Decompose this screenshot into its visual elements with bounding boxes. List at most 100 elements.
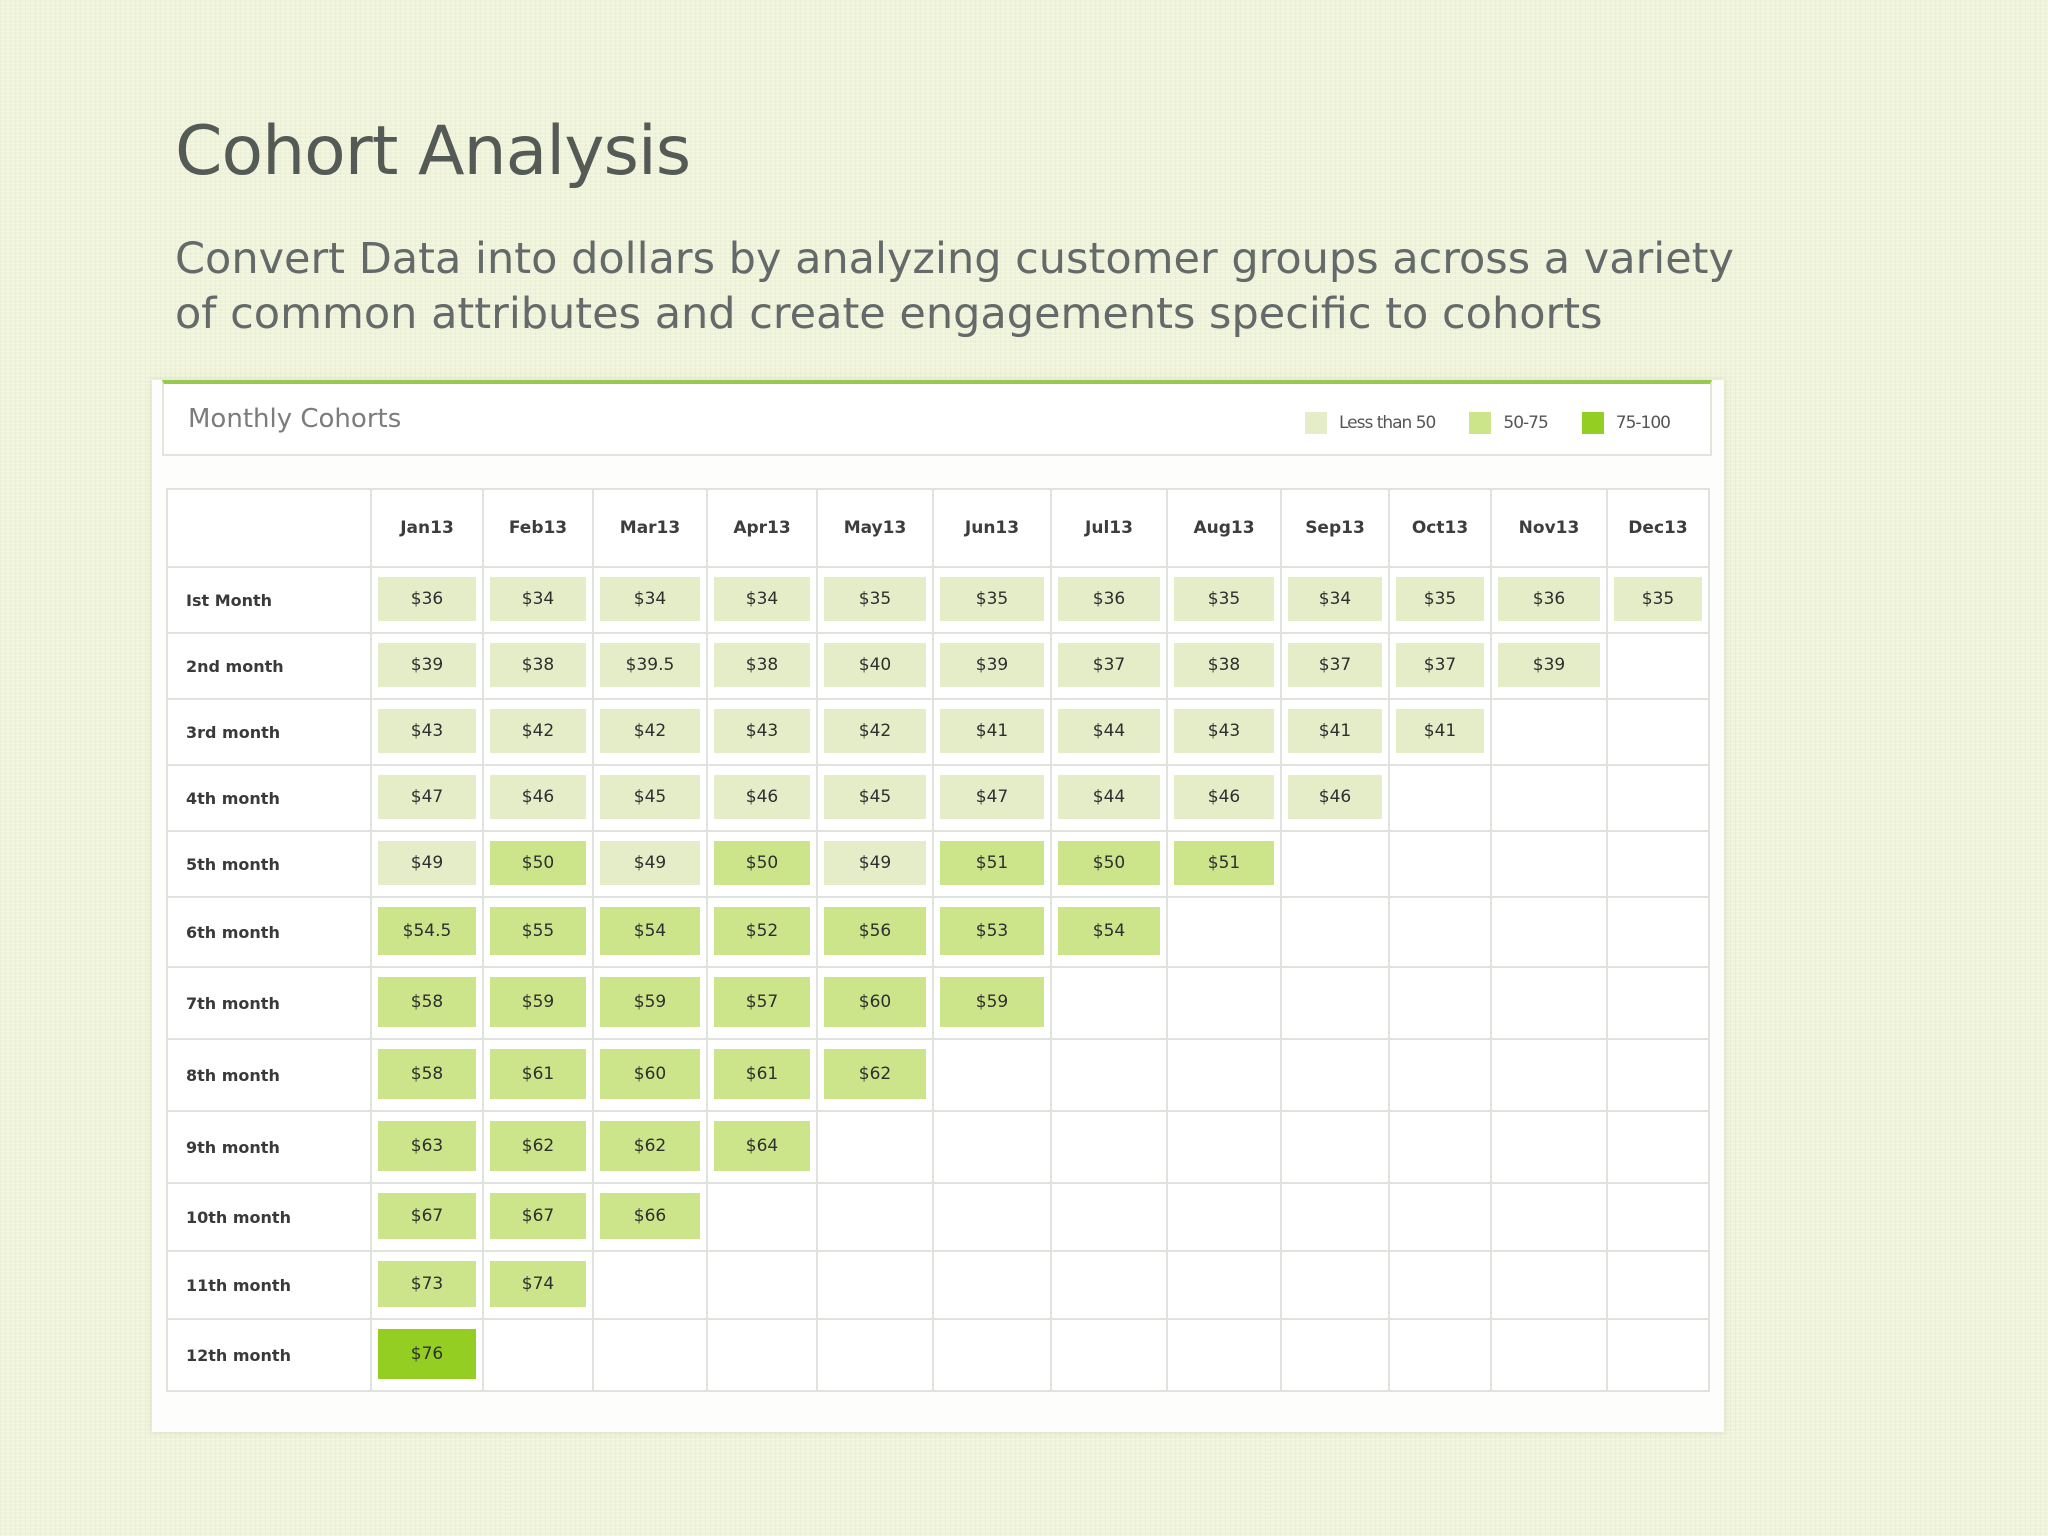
table-cell: [1050, 1182, 1168, 1252]
table-cell: $46: [1280, 764, 1390, 832]
cohort-value: $37: [1058, 643, 1160, 687]
cohort-value: $35: [1174, 577, 1274, 621]
row-label: 9th month: [166, 1110, 372, 1184]
table-cell: [1050, 1038, 1168, 1112]
table-cell: $53: [932, 896, 1052, 968]
table-cell: $62: [482, 1110, 594, 1184]
table-cell: [1388, 764, 1492, 832]
table-row: 9th month $63 $62 $62 $64: [166, 1110, 1710, 1184]
cohort-value: $64: [714, 1121, 810, 1171]
cohort-value: $36: [1058, 577, 1160, 621]
table-cell: $49: [592, 830, 708, 898]
table-cell: $38: [1166, 632, 1282, 700]
table-cell: $58: [370, 1038, 484, 1112]
cohort-table: Jan13 Feb13 Mar13 Apr13 May13 Jun13 Jul13 Aug13…: [166, 488, 1710, 1392]
table-cell: $39: [370, 632, 484, 700]
table-cell: $43: [1166, 698, 1282, 766]
table-cell: [1166, 1318, 1282, 1392]
table-cell: [1050, 966, 1168, 1040]
table-cell: [592, 1318, 708, 1392]
table-cell: [1606, 632, 1710, 700]
cohort-value: $49: [378, 841, 476, 885]
table-cell: $41: [1388, 698, 1492, 766]
table-cell: [1606, 698, 1710, 766]
cohort-value: $51: [1174, 841, 1274, 885]
cohort-value: $54: [1058, 907, 1160, 955]
cohort-value: $35: [940, 577, 1044, 621]
table-cell: [1490, 830, 1608, 898]
cohort-value: $50: [1058, 841, 1160, 885]
table-cell: $42: [482, 698, 594, 766]
table-cell: $67: [370, 1182, 484, 1252]
table-cell: [1166, 1038, 1282, 1112]
cohort-value: $58: [378, 977, 476, 1027]
table-cell: [1606, 1110, 1710, 1184]
table-cell: $54: [592, 896, 708, 968]
table-cell: $62: [816, 1038, 934, 1112]
corner-cell: [166, 488, 372, 568]
table-cell: $64: [706, 1110, 818, 1184]
table-cell: [1490, 764, 1608, 832]
table-cell: $39: [932, 632, 1052, 700]
cohort-value: $61: [490, 1049, 586, 1099]
cohort-value: $46: [1288, 775, 1382, 819]
table-cell: $44: [1050, 764, 1168, 832]
table-cell: $49: [370, 830, 484, 898]
table-cell: $43: [706, 698, 818, 766]
table-cell: $37: [1050, 632, 1168, 700]
cohort-value: $47: [940, 775, 1044, 819]
table-cell: [1606, 764, 1710, 832]
table-cell: $51: [1166, 830, 1282, 898]
table-cell: $35: [816, 566, 934, 634]
cohort-value: $62: [490, 1121, 586, 1171]
table-cell: $35: [1388, 566, 1492, 634]
table-cell: [1388, 1038, 1492, 1112]
table-cell: $45: [592, 764, 708, 832]
legend: Less than 50 50-75 75-100: [1271, 412, 1671, 434]
cohort-value: $59: [600, 977, 700, 1027]
table-cell: [1280, 1182, 1390, 1252]
table-cell: [932, 1250, 1052, 1320]
cohort-value: $39: [378, 643, 476, 687]
table-cell: $46: [482, 764, 594, 832]
cohort-value: $62: [600, 1121, 700, 1171]
table-cell: [706, 1250, 818, 1320]
table-row: 11th month $73 $74: [166, 1250, 1710, 1320]
table-cell: $50: [706, 830, 818, 898]
header-row: Jan13 Feb13 Mar13 Apr13 May13 Jun13 Jul13 Aug13…: [166, 488, 1710, 568]
table-row: 6th month $54.5 $55 $54 $52 $56 $53 $54: [166, 896, 1710, 968]
row-label: 10th month: [166, 1182, 372, 1252]
cohort-value: $40: [824, 643, 926, 687]
panel-title: Monthly Cohorts: [188, 404, 402, 434]
cohort-value: $59: [940, 977, 1044, 1027]
cohort-value: $57: [714, 977, 810, 1027]
cohort-value: $50: [490, 841, 586, 885]
cohort-value: $45: [824, 775, 926, 819]
column-header: Aug13: [1166, 488, 1282, 568]
column-header: Sep13: [1280, 488, 1390, 568]
legend-label-mid: 50-75: [1503, 413, 1548, 433]
cohort-value: $38: [1174, 643, 1274, 687]
table-cell: [932, 1038, 1052, 1112]
table-cell: $56: [816, 896, 934, 968]
column-header: May13: [816, 488, 934, 568]
table-cell: $74: [482, 1250, 594, 1320]
column-header: Apr13: [706, 488, 818, 568]
table-row: 12th month $76: [166, 1318, 1710, 1392]
row-label: 2nd month: [166, 632, 372, 700]
cohort-value: $54: [600, 907, 700, 955]
cohort-value: $66: [600, 1193, 700, 1239]
table-cell: [1490, 966, 1608, 1040]
legend-item-mid: 50-75: [1469, 412, 1549, 434]
cohort-value: $67: [490, 1193, 586, 1239]
cohort-value: $34: [600, 577, 700, 621]
cohort-value: $61: [714, 1049, 810, 1099]
row-label: 11th month: [166, 1250, 372, 1320]
cohort-value: $52: [714, 907, 810, 955]
table-row: 3rd month $43 $42 $42 $43 $42 $41 $44 $43 $41 $41: [166, 698, 1710, 766]
cohort-panel: Monthly Cohorts Less than 50 50-75 75-10…: [152, 380, 1724, 1432]
legend-swatch-mid: [1469, 412, 1492, 434]
cohort-value: $34: [714, 577, 810, 621]
table-cell: [1606, 966, 1710, 1040]
table-cell: $35: [932, 566, 1052, 634]
